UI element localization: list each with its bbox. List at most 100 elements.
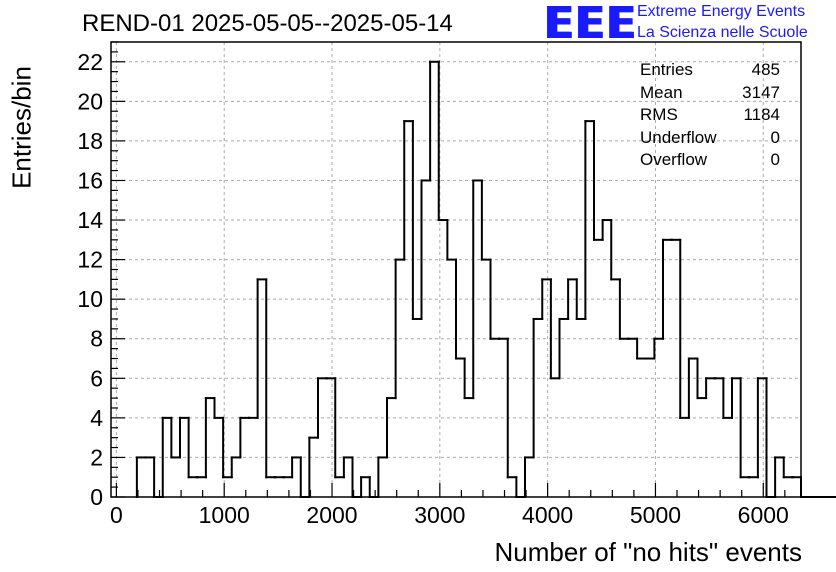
histogram-bars bbox=[135, 60, 836, 498]
histogram-bin bbox=[411, 120, 423, 320]
histogram-bin bbox=[549, 278, 561, 380]
histogram-bin bbox=[679, 238, 690, 419]
y-tick-label: 22 bbox=[77, 49, 103, 75]
y-tick-label: 18 bbox=[77, 128, 103, 154]
y-tick-label: 0 bbox=[90, 484, 103, 510]
histogram-bin bbox=[204, 397, 216, 479]
y-tick-label: 20 bbox=[77, 88, 103, 114]
histogram-bin bbox=[480, 179, 492, 261]
histogram-bin bbox=[782, 456, 794, 479]
histogram-bin bbox=[472, 179, 483, 400]
logo-line-2: La Scienza nelle Scuole bbox=[637, 24, 808, 41]
histogram-bin bbox=[653, 337, 664, 360]
histogram-bin bbox=[308, 436, 319, 498]
histogram-bin bbox=[170, 416, 181, 459]
histogram-bin bbox=[593, 120, 604, 241]
histogram-bin bbox=[739, 377, 751, 479]
stat-overflow: Overflow 0 bbox=[640, 150, 780, 173]
x-tick-label: 6000 bbox=[738, 502, 789, 528]
histogram-bin bbox=[575, 278, 587, 320]
histogram-bin bbox=[774, 456, 785, 498]
histogram-bin bbox=[317, 377, 328, 439]
histogram-bin bbox=[506, 337, 518, 479]
histogram-bin bbox=[584, 120, 595, 320]
histogram-bin bbox=[446, 219, 457, 261]
histogram-bin bbox=[610, 219, 621, 281]
histogram-bin bbox=[342, 456, 354, 479]
histogram-bin bbox=[567, 278, 578, 320]
histogram-bin bbox=[636, 337, 647, 360]
histogram-bin bbox=[437, 60, 449, 222]
histogram-bin bbox=[541, 278, 552, 320]
histogram-bin bbox=[731, 377, 742, 419]
eee-logo: EEE bbox=[543, 0, 637, 49]
histogram-bin bbox=[394, 258, 406, 400]
histogram-bin bbox=[756, 377, 768, 479]
histogram-bin bbox=[291, 456, 302, 479]
histogram-bin bbox=[489, 258, 501, 340]
histogram-bin bbox=[532, 317, 544, 459]
stat-value: 3147 bbox=[742, 82, 780, 102]
stat-label: Mean bbox=[640, 82, 683, 102]
histogram-bin bbox=[515, 476, 526, 498]
histogram-bin bbox=[299, 456, 311, 498]
histogram-bin bbox=[687, 357, 699, 419]
histogram-bin bbox=[618, 278, 630, 340]
histogram-bin bbox=[800, 476, 811, 498]
histogram-bin bbox=[334, 377, 345, 479]
x-tick-label: 3000 bbox=[414, 502, 465, 528]
histogram-bin bbox=[377, 456, 388, 498]
stat-label: Underflow bbox=[640, 127, 717, 147]
y-tick-label: 8 bbox=[90, 326, 103, 352]
stat-label: RMS bbox=[640, 105, 678, 124]
y-tick-label: 14 bbox=[77, 207, 103, 233]
histogram-bin bbox=[239, 416, 250, 459]
histogram-bin bbox=[429, 60, 440, 182]
histogram-bin bbox=[558, 317, 570, 380]
histogram-bin bbox=[256, 278, 268, 419]
histogram-bin bbox=[403, 120, 414, 261]
histogram-bin bbox=[265, 278, 276, 479]
stat-underflow: Underflow 0 bbox=[640, 128, 780, 151]
y-tick-label: 4 bbox=[90, 405, 103, 431]
histogram-bin bbox=[705, 377, 716, 400]
logo-line-1: Extreme Energy Events bbox=[637, 3, 806, 20]
histogram-bin bbox=[455, 258, 466, 360]
y-axis-label: Entries/bin bbox=[6, 66, 37, 189]
stat-value: 0 bbox=[770, 150, 780, 169]
histogram-bin bbox=[463, 357, 475, 400]
y-tick-label: 2 bbox=[90, 444, 103, 470]
histogram-bin bbox=[213, 397, 225, 419]
histogram-bin bbox=[153, 456, 164, 498]
stat-label: Entries bbox=[640, 60, 693, 79]
stat-value: 0 bbox=[770, 127, 780, 147]
x-tick-label: 5000 bbox=[630, 502, 681, 528]
y-tick-label: 10 bbox=[77, 286, 103, 312]
histogram-bin bbox=[360, 476, 371, 498]
histogram-bin bbox=[601, 219, 613, 241]
stat-mean: Mean 3147 bbox=[640, 83, 780, 106]
chart-title: REND-01 2025-05-05--2025-05-14 bbox=[82, 10, 453, 37]
histogram-bin bbox=[420, 179, 432, 320]
y-tick-label: 16 bbox=[77, 167, 103, 193]
histogram-bin bbox=[179, 416, 190, 459]
histogram-bin bbox=[722, 377, 733, 419]
stat-value: 1184 bbox=[743, 105, 780, 124]
histogram-bin bbox=[524, 456, 535, 498]
stat-rms: RMS 1184 bbox=[640, 105, 780, 128]
axes: 0 1000 2000 3000 4000 5000 6000024681012141618… bbox=[77, 41, 802, 528]
histogram-bin bbox=[135, 456, 147, 498]
y-tick-label: 12 bbox=[77, 247, 103, 273]
histogram-bin bbox=[230, 456, 242, 479]
x-axis-label: Number of "no hits" events bbox=[494, 537, 803, 567]
histogram-bin bbox=[161, 416, 173, 498]
x-tick-label: 0 bbox=[110, 502, 123, 528]
histogram-bin bbox=[386, 397, 397, 459]
x-tick-label: 2000 bbox=[306, 502, 357, 528]
histogram-bin bbox=[368, 476, 380, 498]
histogram-bin bbox=[696, 357, 708, 400]
stat-entries: Entries 485 bbox=[640, 60, 780, 83]
stats-box: Entries 485 Mean 3147 RMS 1184 Underflow… bbox=[640, 60, 780, 173]
histogram-bin bbox=[765, 377, 777, 498]
